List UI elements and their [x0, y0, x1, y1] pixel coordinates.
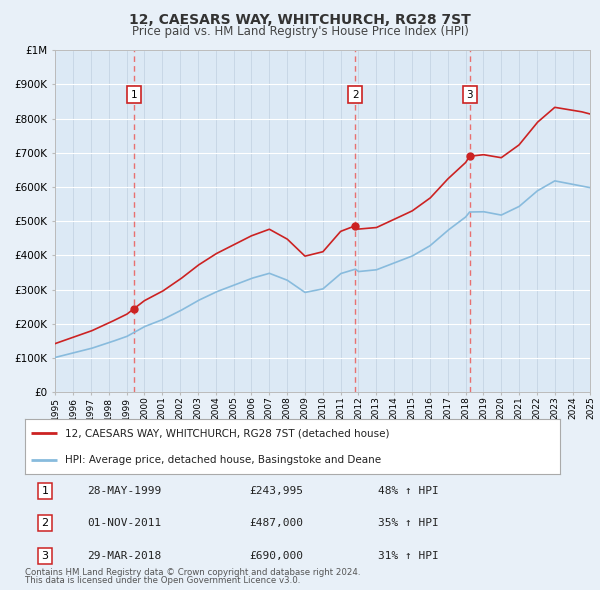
Text: Price paid vs. HM Land Registry's House Price Index (HPI): Price paid vs. HM Land Registry's House …	[131, 25, 469, 38]
Text: 01-NOV-2011: 01-NOV-2011	[87, 519, 161, 528]
Text: 12, CAESARS WAY, WHITCHURCH, RG28 7ST: 12, CAESARS WAY, WHITCHURCH, RG28 7ST	[129, 13, 471, 27]
Text: 1: 1	[130, 90, 137, 100]
Text: 1: 1	[41, 486, 49, 496]
Text: This data is licensed under the Open Government Licence v3.0.: This data is licensed under the Open Gov…	[25, 576, 301, 585]
Text: 31% ↑ HPI: 31% ↑ HPI	[378, 552, 439, 561]
Text: 35% ↑ HPI: 35% ↑ HPI	[378, 519, 439, 528]
Text: £487,000: £487,000	[249, 519, 303, 528]
Text: 12, CAESARS WAY, WHITCHURCH, RG28 7ST (detached house): 12, CAESARS WAY, WHITCHURCH, RG28 7ST (d…	[65, 428, 390, 438]
Text: 29-MAR-2018: 29-MAR-2018	[87, 552, 161, 561]
Text: 48% ↑ HPI: 48% ↑ HPI	[378, 486, 439, 496]
Text: HPI: Average price, detached house, Basingstoke and Deane: HPI: Average price, detached house, Basi…	[65, 455, 382, 465]
Text: 2: 2	[41, 519, 49, 528]
Text: 3: 3	[41, 552, 49, 561]
Text: 28-MAY-1999: 28-MAY-1999	[87, 486, 161, 496]
Text: Contains HM Land Registry data © Crown copyright and database right 2024.: Contains HM Land Registry data © Crown c…	[25, 568, 361, 577]
Text: £243,995: £243,995	[249, 486, 303, 496]
Text: 2: 2	[352, 90, 359, 100]
Text: 3: 3	[466, 90, 473, 100]
Text: £690,000: £690,000	[249, 552, 303, 561]
